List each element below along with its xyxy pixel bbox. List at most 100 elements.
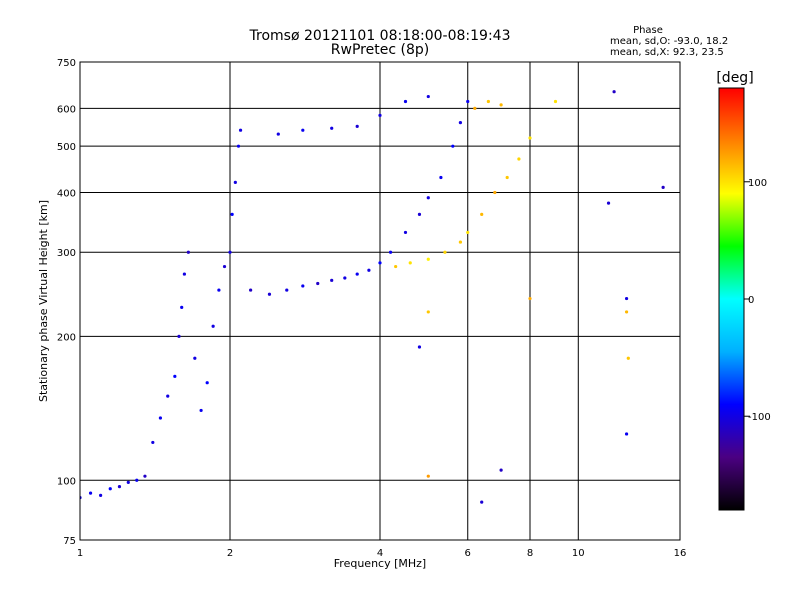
data-point <box>211 324 215 328</box>
colorbar-label: [deg] <box>716 70 753 86</box>
data-point <box>193 356 197 360</box>
x-tick-label: 4 <box>377 548 383 559</box>
data-point <box>222 264 227 269</box>
data-point <box>301 284 305 288</box>
data-point <box>493 190 497 195</box>
y-axis-ticks: 75 100 200 300 400 500 600 750 <box>57 58 76 547</box>
data-point <box>403 230 408 235</box>
data-point <box>126 480 130 484</box>
x-tick-label: 1 <box>77 548 83 559</box>
data-point <box>505 175 509 180</box>
x-tick-label: 10 <box>572 548 585 559</box>
data-point <box>88 491 93 495</box>
data-point <box>117 485 122 489</box>
phase-stats-x: mean, sd,X: 92.3, 23.5 <box>610 47 724 58</box>
data-point <box>408 261 412 265</box>
data-point <box>528 296 532 301</box>
data-point <box>301 128 305 132</box>
y-axis-label: Stationary phase Virtual Height [km] <box>37 200 50 402</box>
data-point <box>99 493 103 497</box>
data-point <box>480 500 484 504</box>
colorbar-tick-label: 100 <box>748 178 767 189</box>
data-point <box>355 124 359 128</box>
data-point <box>624 296 629 301</box>
data-point <box>276 132 280 136</box>
y-tick-label: 600 <box>57 104 76 115</box>
data-point <box>166 394 170 398</box>
data-point <box>267 292 272 296</box>
colorbar: [deg] 100 0 -100 <box>716 70 771 511</box>
data-point <box>186 250 190 254</box>
colorbar-tick-label: -100 <box>748 412 771 423</box>
data-point <box>443 250 447 254</box>
data-point <box>330 126 334 130</box>
data-point <box>426 474 430 478</box>
y-tick-label: 100 <box>57 476 76 487</box>
data-point <box>343 276 347 280</box>
data-point <box>217 288 221 292</box>
data-point <box>330 278 334 282</box>
y-tick-label: 200 <box>57 332 76 343</box>
data-point <box>151 440 155 445</box>
data-point <box>236 144 241 148</box>
data-points <box>80 90 665 504</box>
data-point <box>458 121 463 125</box>
data-point <box>367 268 371 272</box>
data-point <box>626 356 630 360</box>
data-point <box>143 474 147 478</box>
data-point <box>480 212 484 216</box>
data-point <box>394 264 398 269</box>
data-point <box>517 157 521 161</box>
phase-stats-title: Phase <box>633 25 663 36</box>
data-point <box>426 310 430 314</box>
x-tick-label: 2 <box>227 548 233 559</box>
plot-frame <box>79 61 681 541</box>
data-point <box>238 128 243 132</box>
data-point <box>473 106 477 110</box>
colorbar-gradient <box>718 87 745 511</box>
data-point <box>528 136 532 140</box>
data-point <box>624 310 629 314</box>
data-point <box>466 230 470 235</box>
data-point <box>205 381 209 385</box>
data-point <box>499 103 503 107</box>
data-point <box>612 90 616 94</box>
y-tick-label: 500 <box>57 142 76 153</box>
chart-title: Tromsø 20121101 08:18:00-08:19:43 <box>249 28 511 44</box>
data-point <box>135 478 139 482</box>
phase-stats-o: mean, sd,O: -93.0, 18.2 <box>610 36 728 47</box>
y-tick-label: 750 <box>57 58 76 69</box>
phase-stats: Phase mean, sd,O: -93.0, 18.2 mean, sd,X… <box>610 25 728 58</box>
data-point <box>426 196 430 200</box>
data-point <box>355 272 359 276</box>
x-tick-label: 6 <box>465 548 471 559</box>
data-point <box>249 288 253 292</box>
data-point <box>451 144 455 148</box>
x-tick-label: 8 <box>527 548 533 559</box>
data-point <box>458 240 463 244</box>
x-axis-label: Frequency [MHz] <box>334 557 426 570</box>
data-point <box>173 374 177 378</box>
colorbar-tick-label: 0 <box>748 295 754 306</box>
data-point <box>553 99 558 104</box>
y-tick-label: 400 <box>57 188 76 199</box>
data-point <box>285 288 289 292</box>
data-point <box>661 185 665 189</box>
data-point <box>606 201 611 205</box>
data-point <box>378 261 382 265</box>
data-point <box>180 305 184 309</box>
data-point <box>624 432 629 436</box>
data-point <box>230 212 234 216</box>
data-point <box>426 257 430 261</box>
data-point <box>426 94 430 99</box>
data-point <box>228 250 232 254</box>
data-point <box>486 99 490 104</box>
data-point <box>158 416 163 420</box>
colorbar-ticks: 100 0 -100 <box>744 178 771 423</box>
data-point <box>417 212 422 216</box>
data-point <box>439 175 443 180</box>
data-point <box>177 334 181 338</box>
data-point <box>233 180 237 184</box>
